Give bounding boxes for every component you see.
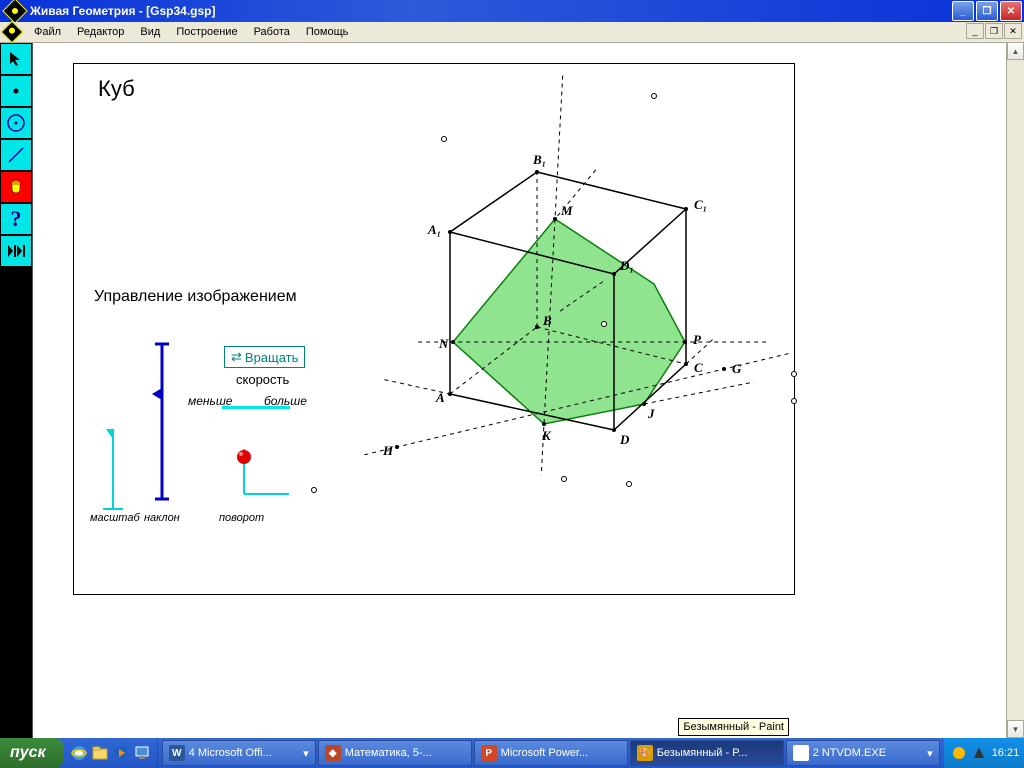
- svg-text:A: A: [435, 390, 445, 405]
- clock: 16:21: [992, 747, 1020, 759]
- menu-Построение[interactable]: Построение: [168, 24, 245, 40]
- doc-icon[interactable]: [1, 21, 24, 44]
- system-tray[interactable]: 16:21: [944, 738, 1024, 768]
- tool-hand[interactable]: [1, 172, 31, 202]
- tool-line[interactable]: [1, 140, 31, 170]
- close-button[interactable]: ✕: [1000, 1, 1022, 21]
- tool-play[interactable]: [1, 236, 31, 266]
- toolbar: ?: [0, 43, 33, 739]
- task-buttons: W4 Microsoft Offi...▾◆Математика, 5-...P…: [158, 738, 944, 768]
- tray-icon-2[interactable]: [972, 746, 986, 760]
- menu-Работа[interactable]: Работа: [246, 24, 298, 40]
- media-icon[interactable]: [112, 743, 130, 763]
- workspace: ? Куб Управление изображением ⇄Вращать с…: [0, 43, 1024, 739]
- tool-circle[interactable]: [1, 108, 31, 138]
- vertical-scrollbar[interactable]: ▲ ▼: [1006, 42, 1024, 738]
- svg-text:B₁: B₁: [532, 152, 546, 167]
- tool-arrow[interactable]: [1, 44, 31, 74]
- mdi-close[interactable]: ✕: [1004, 23, 1022, 39]
- menu-Файл[interactable]: Файл: [26, 24, 69, 40]
- menu-Редактор[interactable]: Редактор: [69, 24, 132, 40]
- minimize-button[interactable]: _: [952, 1, 974, 21]
- svg-text:A₁: A₁: [427, 222, 441, 237]
- maximize-button[interactable]: ❐: [976, 1, 998, 21]
- tool-help[interactable]: ?: [1, 204, 31, 234]
- task-btn[interactable]: ◆Математика, 5-...: [318, 740, 472, 766]
- menu-bar: ФайлРедакторВидПостроениеРаботаПомощь _ …: [0, 22, 1024, 43]
- task-btn[interactable]: ▭2 NTVDM.EXE▾: [786, 740, 940, 766]
- svg-text:P: P: [693, 332, 702, 347]
- title-bar: Живая Геометрия - [Gsp34.gsp] _ ❐ ✕: [0, 0, 1024, 22]
- ie-icon[interactable]: [70, 743, 88, 763]
- explorer-icon[interactable]: [91, 743, 109, 763]
- svg-text:M: M: [560, 203, 573, 218]
- mdi-minimize[interactable]: _: [966, 23, 984, 39]
- window-controls: _ ❐ ✕: [952, 1, 1022, 21]
- start-button[interactable]: пуск: [0, 738, 64, 768]
- svg-text:D₁: D₁: [619, 258, 634, 273]
- scroll-up[interactable]: ▲: [1007, 42, 1024, 60]
- taskbar: пуск W4 Microsoft Offi...▾◆Математика, 5…: [0, 738, 1024, 768]
- menu-Помощь[interactable]: Помощь: [298, 24, 357, 40]
- svg-text:H: H: [382, 443, 394, 458]
- drawing-frame: Куб Управление изображением ⇄Вращать ско…: [73, 63, 795, 595]
- svg-text:K: K: [541, 428, 552, 443]
- mdi-restore[interactable]: ❐: [985, 23, 1003, 39]
- scroll-down[interactable]: ▼: [1007, 720, 1024, 738]
- window-title: Живая Геометрия - [Gsp34.gsp]: [28, 4, 952, 18]
- task-btn[interactable]: W4 Microsoft Offi...▾: [162, 740, 316, 766]
- app-icon: [2, 0, 27, 24]
- tool-point[interactable]: [1, 76, 31, 106]
- quick-launch: [64, 738, 158, 768]
- task-btn[interactable]: 🎨Безымянный - P...: [630, 740, 784, 766]
- mdi-controls: _ ❐ ✕: [965, 23, 1022, 39]
- canvas[interactable]: Куб Управление изображением ⇄Вращать ско…: [33, 43, 1024, 739]
- tray-icon-1[interactable]: [952, 746, 966, 760]
- desktop-icon[interactable]: [133, 743, 151, 763]
- menu-Вид[interactable]: Вид: [132, 24, 168, 40]
- svg-text:J: J: [647, 406, 655, 421]
- svg-text:C: C: [694, 360, 703, 375]
- svg-text:G: G: [732, 361, 742, 376]
- task-btn[interactable]: PMicrosoft Power...: [474, 740, 628, 766]
- svg-text:N: N: [438, 336, 449, 351]
- svg-text:C₁: C₁: [694, 197, 707, 212]
- cube-diagram: A B C D A₁ B₁ C₁ D₁ M N K J P G H: [74, 64, 794, 594]
- svg-text:B: B: [542, 313, 552, 328]
- tooltip: Безымянный - Paint: [678, 718, 789, 736]
- svg-text:D: D: [619, 432, 630, 447]
